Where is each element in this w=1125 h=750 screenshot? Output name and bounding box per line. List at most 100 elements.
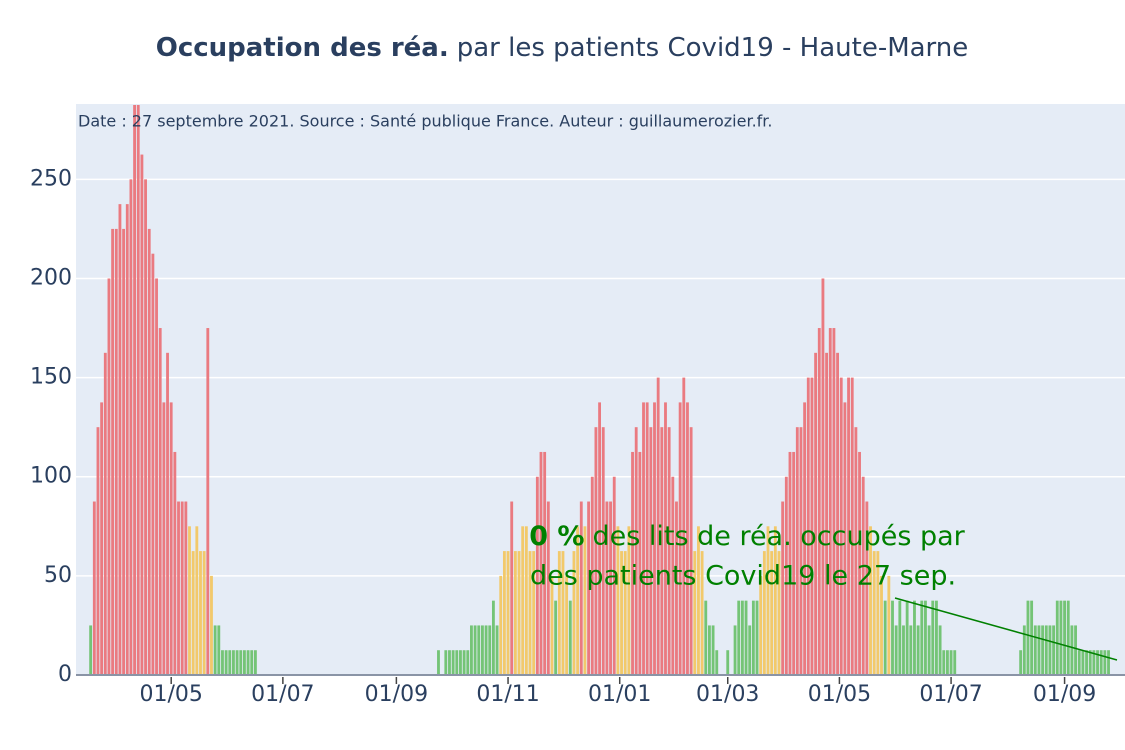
bar (1052, 625, 1056, 675)
bar (784, 476, 788, 675)
bar (169, 402, 173, 675)
bar (1033, 625, 1037, 675)
bar (616, 526, 620, 675)
bar (491, 600, 495, 675)
bar (195, 526, 199, 675)
bar (902, 625, 905, 675)
bar (697, 526, 700, 675)
bar (737, 600, 741, 675)
bar (184, 501, 188, 675)
bar (1059, 600, 1063, 675)
bar (1096, 650, 1099, 675)
x-tick-label: 01/01 (588, 682, 651, 707)
bar (872, 551, 876, 675)
bar (151, 253, 155, 675)
bar (850, 377, 854, 675)
bar (795, 427, 799, 675)
bar (821, 278, 825, 675)
bar (773, 526, 777, 675)
bar (554, 600, 558, 675)
bar (916, 625, 920, 675)
bar (825, 352, 829, 675)
bar (931, 600, 935, 675)
bar (521, 526, 525, 675)
bar (1107, 650, 1110, 675)
bar (740, 600, 744, 675)
bar (675, 501, 678, 675)
bar (803, 402, 807, 675)
bar (1103, 650, 1107, 675)
x-tick-label: 01/07 (919, 682, 982, 707)
x-tick-label: 01/03 (696, 682, 759, 707)
bar (502, 551, 506, 675)
bar (1026, 600, 1030, 675)
bar (913, 600, 916, 675)
bar (1019, 650, 1023, 675)
bar (466, 650, 470, 675)
bar (1044, 625, 1048, 675)
y-tick-label: 0 (58, 662, 72, 687)
bar (155, 278, 158, 675)
x-tick-label: 01/11 (476, 682, 539, 707)
bar (470, 625, 473, 675)
bar (583, 526, 587, 675)
bar (920, 600, 924, 675)
bar (253, 650, 257, 675)
bar (861, 476, 865, 675)
bar (250, 650, 254, 675)
bar (92, 501, 96, 675)
bar (678, 402, 682, 675)
bar (1063, 600, 1067, 675)
bar (788, 451, 792, 675)
bar (858, 451, 861, 675)
bar (199, 551, 202, 675)
bar (942, 650, 946, 675)
bar (499, 575, 503, 675)
bar (711, 625, 715, 675)
bar (649, 427, 653, 675)
bar (495, 625, 499, 675)
bar (854, 427, 858, 675)
bar (462, 650, 466, 675)
bar (125, 204, 129, 675)
bar (645, 402, 649, 675)
bar (162, 402, 166, 675)
bar (620, 551, 623, 675)
bar (473, 625, 477, 675)
title-rest: par les patients Covid19 - Haute-Marne (457, 33, 969, 63)
bar (667, 427, 671, 675)
bar (598, 402, 602, 675)
bar (806, 377, 810, 675)
bar (568, 600, 572, 675)
bar (166, 352, 169, 675)
bar (89, 625, 93, 675)
bar (96, 427, 100, 675)
bar (898, 600, 902, 675)
bar (448, 650, 451, 675)
bar (777, 551, 781, 675)
bar (173, 451, 177, 675)
bar (111, 228, 115, 675)
bar (733, 625, 737, 675)
bar (510, 501, 514, 675)
bar (1070, 625, 1074, 675)
chart-title: Occupation des réa. par les patients Covi… (156, 33, 969, 63)
bar (1092, 650, 1096, 675)
bar (129, 179, 133, 675)
bar (946, 650, 949, 675)
bar (887, 575, 891, 675)
bar (891, 600, 894, 675)
y-tick-label: 200 (30, 265, 72, 290)
bar (799, 427, 803, 675)
bar (642, 402, 645, 675)
bar (565, 575, 569, 675)
bar (612, 476, 616, 675)
x-tick-label: 01/07 (251, 682, 314, 707)
bar (781, 501, 785, 675)
bar (601, 427, 605, 675)
bar (561, 551, 565, 675)
bar (513, 551, 517, 675)
bar (539, 451, 543, 675)
annotation-line: des patients Covid19 le 27 sep. (530, 561, 956, 592)
bar (506, 551, 510, 675)
